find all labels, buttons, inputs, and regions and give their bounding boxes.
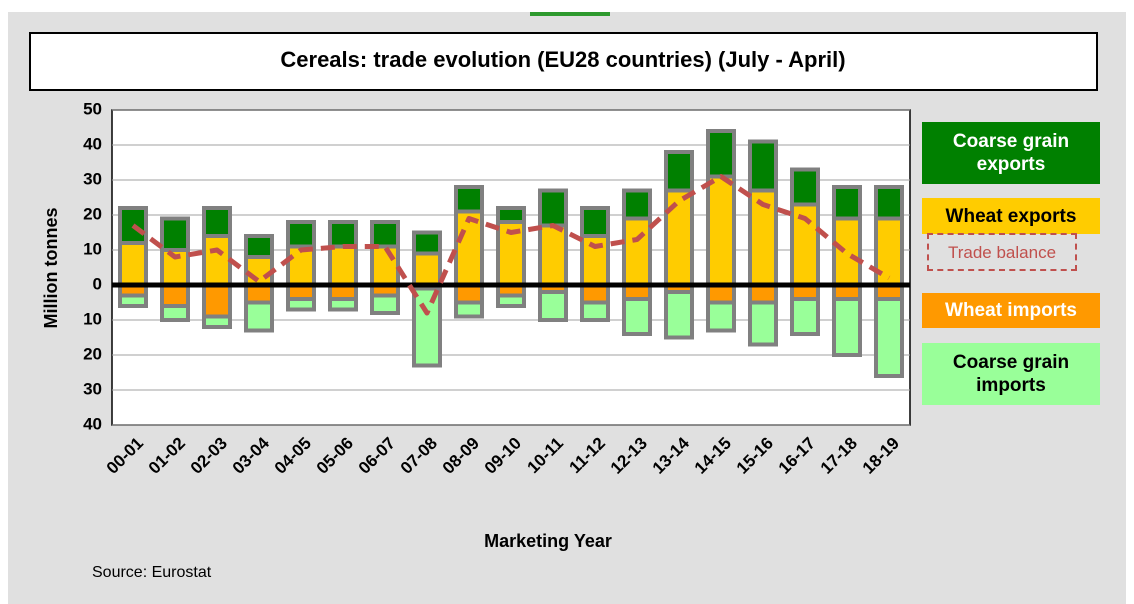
bar bbox=[832, 297, 862, 357]
bar bbox=[412, 286, 442, 368]
y-tick-label: 0 bbox=[93, 274, 102, 293]
chart-title: Cereals: trade evolution (EU28 countries… bbox=[280, 47, 845, 72]
bar bbox=[664, 290, 694, 340]
bar bbox=[202, 206, 232, 238]
bar bbox=[244, 283, 274, 305]
legend-entry: Coarse grain imports bbox=[922, 343, 1100, 405]
bar bbox=[370, 293, 400, 315]
bar bbox=[538, 188, 568, 228]
bar bbox=[790, 167, 820, 207]
legend-entry: Wheat imports bbox=[922, 293, 1100, 328]
bar bbox=[202, 234, 232, 287]
bar bbox=[160, 283, 190, 308]
bar bbox=[538, 290, 568, 322]
bar bbox=[580, 283, 610, 305]
bar bbox=[622, 297, 652, 336]
y-tick-label: 50 bbox=[83, 99, 102, 118]
bar bbox=[874, 185, 904, 221]
bar bbox=[454, 283, 484, 305]
bar bbox=[286, 220, 316, 249]
y-tick-label: 10 bbox=[83, 239, 102, 258]
bar bbox=[790, 202, 820, 287]
y-tick-label: 30 bbox=[83, 379, 102, 398]
x-axis-title: Marketing Year bbox=[484, 531, 612, 551]
bar bbox=[454, 300, 484, 319]
source-note: Source: Eurostat bbox=[92, 564, 212, 581]
bar bbox=[664, 150, 694, 193]
bar bbox=[118, 293, 148, 308]
bar bbox=[160, 216, 190, 252]
bar bbox=[706, 300, 736, 333]
accent-bar bbox=[530, 12, 610, 16]
y-tick-label: 40 bbox=[83, 134, 102, 153]
bar bbox=[706, 283, 736, 305]
bar bbox=[412, 251, 442, 287]
title-box bbox=[29, 32, 1098, 91]
bar bbox=[244, 255, 274, 287]
bar bbox=[580, 206, 610, 238]
legend-entry: Wheat exports bbox=[922, 198, 1100, 234]
bar bbox=[202, 314, 232, 329]
bar bbox=[118, 241, 148, 287]
bar bbox=[370, 220, 400, 249]
bar bbox=[496, 293, 526, 308]
bar bbox=[874, 297, 904, 378]
y-tick-label: 10 bbox=[83, 309, 102, 328]
line bbox=[131, 174, 891, 316]
bar bbox=[160, 304, 190, 322]
bar bbox=[748, 283, 778, 305]
bar bbox=[622, 216, 652, 287]
bar bbox=[664, 188, 694, 287]
bar bbox=[286, 297, 316, 312]
y-tick-label: 30 bbox=[83, 169, 102, 188]
bar bbox=[538, 223, 568, 287]
bar bbox=[370, 244, 400, 287]
bar bbox=[832, 216, 862, 287]
bar bbox=[328, 220, 358, 249]
bar bbox=[580, 234, 610, 287]
bar bbox=[496, 206, 526, 224]
bar bbox=[454, 185, 484, 214]
bar bbox=[706, 174, 736, 287]
bar bbox=[748, 300, 778, 347]
bar bbox=[580, 300, 610, 322]
legend-entry: Coarse grain exports bbox=[922, 122, 1100, 184]
bar bbox=[706, 129, 736, 179]
bar bbox=[832, 185, 862, 221]
bar bbox=[622, 188, 652, 221]
y-axis-title: Million tonnes bbox=[41, 208, 61, 329]
bar bbox=[328, 244, 358, 287]
bar bbox=[748, 139, 778, 193]
legend-entry: Trade balance bbox=[927, 233, 1077, 271]
bar bbox=[244, 234, 274, 259]
y-tick-label: 20 bbox=[83, 204, 102, 223]
bar bbox=[202, 283, 232, 319]
bar bbox=[412, 230, 442, 256]
bar bbox=[244, 300, 274, 333]
y-tick-label: 20 bbox=[83, 344, 102, 363]
y-tick-label: 40 bbox=[83, 414, 102, 433]
bar bbox=[790, 297, 820, 336]
bar bbox=[328, 297, 358, 312]
